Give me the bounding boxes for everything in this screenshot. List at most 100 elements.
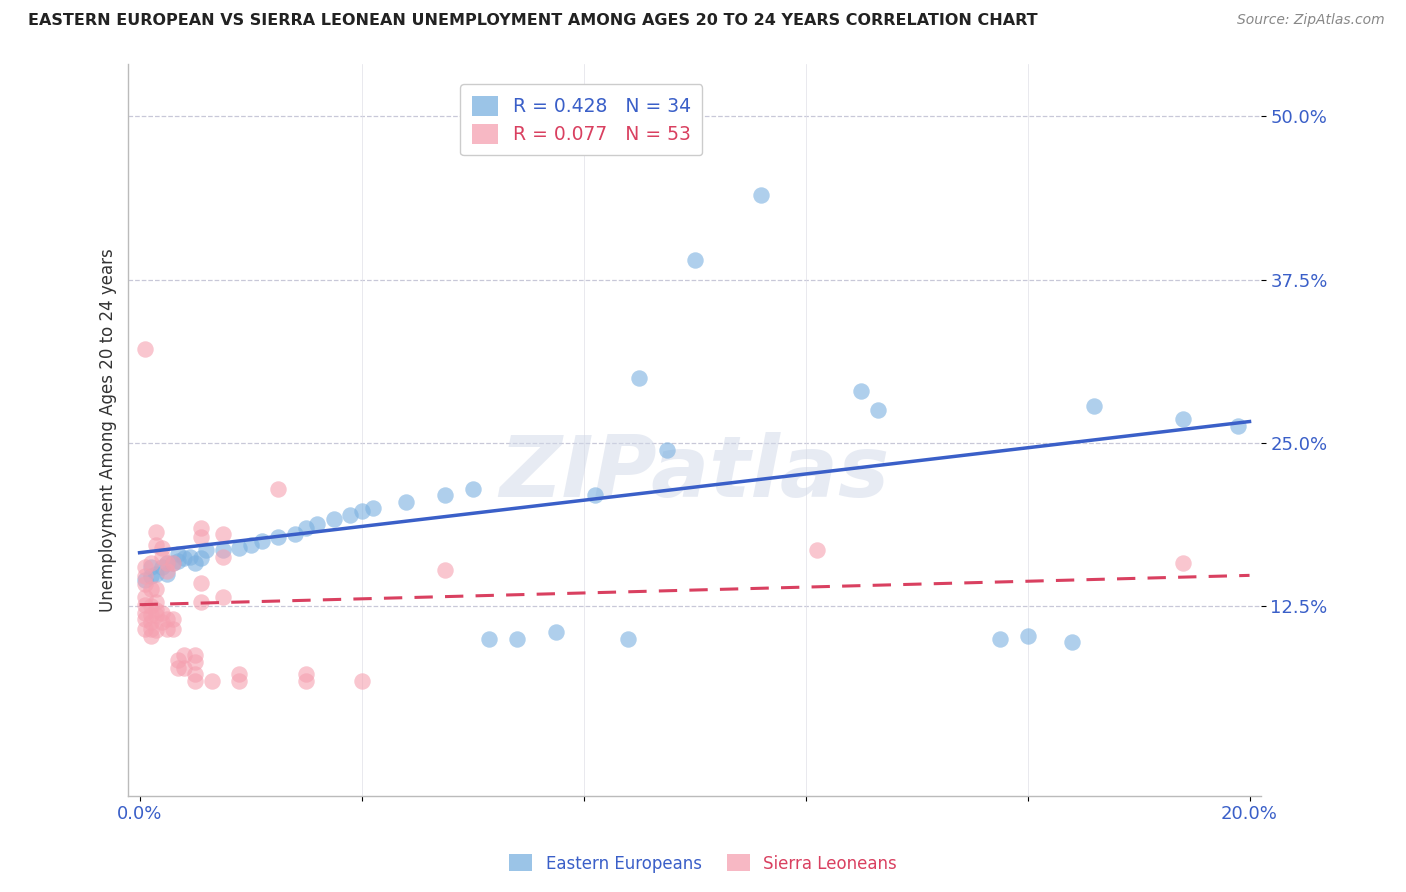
Point <box>1083 400 1105 414</box>
Text: EASTERN EUROPEAN VS SIERRA LEONEAN UNEMPLOYMENT AMONG AGES 20 TO 24 YEARS CORREL: EASTERN EUROPEAN VS SIERRA LEONEAN UNEMP… <box>28 13 1038 29</box>
Point <box>295 667 318 681</box>
Point <box>145 582 167 597</box>
Point <box>134 560 156 574</box>
Point <box>1060 634 1083 648</box>
Point <box>190 521 212 535</box>
Point <box>544 625 567 640</box>
Point <box>361 501 384 516</box>
Point <box>162 556 184 570</box>
Point <box>267 530 290 544</box>
Point <box>150 615 173 629</box>
Point <box>167 553 190 567</box>
Point <box>184 556 207 570</box>
Point <box>1227 419 1250 434</box>
Point <box>139 560 162 574</box>
Point <box>211 543 233 558</box>
Point <box>156 566 179 581</box>
Point <box>988 632 1011 646</box>
Point <box>184 648 207 662</box>
Point <box>156 564 179 578</box>
Point <box>478 632 501 646</box>
Point <box>395 495 418 509</box>
Point <box>145 524 167 539</box>
Point <box>284 527 307 541</box>
Point <box>145 623 167 637</box>
Point <box>228 541 250 555</box>
Point <box>162 612 184 626</box>
Point <box>167 653 190 667</box>
Point <box>1171 556 1194 570</box>
Point <box>145 538 167 552</box>
Point <box>322 512 344 526</box>
Point <box>1017 629 1039 643</box>
Point <box>267 482 290 496</box>
Point <box>683 253 706 268</box>
Point <box>190 551 212 566</box>
Point <box>134 606 156 620</box>
Point <box>150 560 173 574</box>
Point <box>184 673 207 688</box>
Point <box>139 599 162 614</box>
Point <box>239 538 262 552</box>
Point <box>628 370 651 384</box>
Point <box>190 575 212 590</box>
Point <box>167 661 190 675</box>
Point <box>167 547 190 561</box>
Point <box>190 530 212 544</box>
Point <box>307 516 329 531</box>
Point <box>162 622 184 636</box>
Point <box>139 622 162 636</box>
Point <box>749 187 772 202</box>
Point <box>173 661 195 675</box>
Point <box>228 667 250 681</box>
Point <box>433 488 456 502</box>
Point <box>339 508 361 522</box>
Point <box>145 566 167 581</box>
Point <box>184 667 207 681</box>
Point <box>211 590 233 604</box>
Point <box>134 598 156 612</box>
Point <box>145 608 167 623</box>
Point <box>145 603 167 617</box>
Point <box>162 556 184 570</box>
Point <box>228 673 250 688</box>
Point <box>156 622 179 636</box>
Legend: R = 0.428   N = 34, R = 0.077   N = 53: R = 0.428 N = 34, R = 0.077 N = 53 <box>460 85 702 155</box>
Point <box>150 606 173 620</box>
Point <box>195 543 218 558</box>
Point <box>150 549 173 564</box>
Point <box>190 595 212 609</box>
Point <box>617 632 640 646</box>
Point <box>806 543 828 558</box>
Point <box>866 403 889 417</box>
Point <box>433 563 456 577</box>
Point <box>295 521 318 535</box>
Point <box>295 673 318 688</box>
Y-axis label: Unemployment Among Ages 20 to 24 years: Unemployment Among Ages 20 to 24 years <box>100 248 117 612</box>
Point <box>250 533 273 548</box>
Point <box>173 648 195 662</box>
Point <box>156 556 179 570</box>
Point <box>139 629 162 643</box>
Point <box>350 673 373 688</box>
Text: Source: ZipAtlas.com: Source: ZipAtlas.com <box>1237 13 1385 28</box>
Point <box>173 551 195 566</box>
Point <box>211 549 233 564</box>
Point <box>134 577 156 591</box>
Point <box>134 573 156 587</box>
Text: ZIPatlas: ZIPatlas <box>499 433 890 516</box>
Point <box>134 622 156 636</box>
Point <box>583 488 606 502</box>
Point <box>134 590 156 604</box>
Point <box>201 673 224 688</box>
Point <box>655 442 678 457</box>
Point <box>134 612 156 626</box>
Point <box>506 632 529 646</box>
Point <box>849 384 872 398</box>
Point <box>139 615 162 629</box>
Legend: Eastern Europeans, Sierra Leoneans: Eastern Europeans, Sierra Leoneans <box>502 847 904 880</box>
Point <box>211 527 233 541</box>
Point <box>139 556 162 570</box>
Point <box>179 549 201 564</box>
Point <box>139 582 162 597</box>
